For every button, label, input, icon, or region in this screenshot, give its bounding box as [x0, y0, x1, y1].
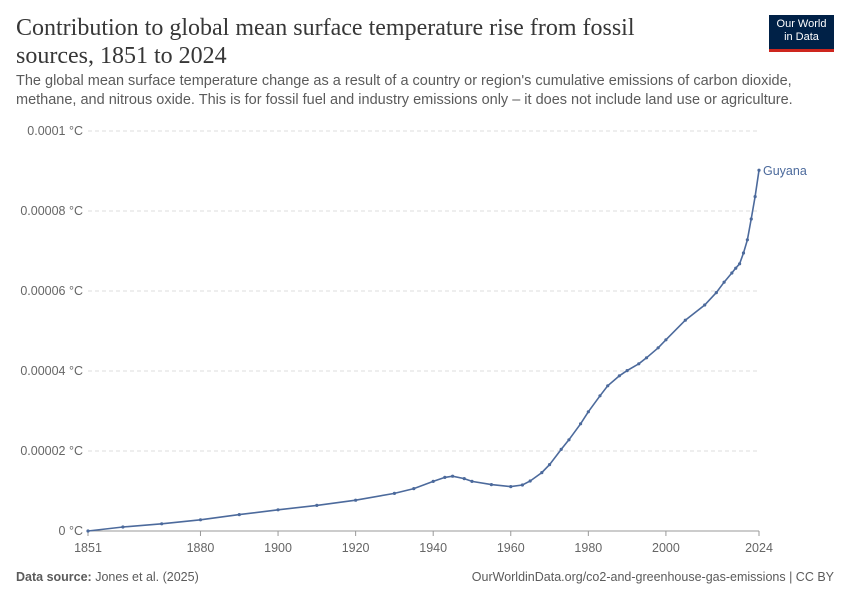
y-tick-label: 0.00008 °C — [20, 204, 83, 218]
x-tick-label: 1880 — [187, 541, 215, 555]
data-point — [606, 384, 610, 388]
data-source: Data source: Jones et al. (2025) — [16, 570, 199, 584]
x-tick-label: 1851 — [74, 541, 102, 555]
data-point — [625, 369, 629, 373]
logo-line-2: in Data — [784, 31, 819, 43]
data-point — [617, 374, 621, 378]
x-tick-label: 1980 — [574, 541, 602, 555]
chart-title: Contribution to global mean surface temp… — [16, 15, 635, 69]
data-point — [198, 518, 203, 522]
data-point — [753, 195, 757, 199]
data-point — [412, 487, 416, 491]
data-point — [567, 438, 571, 442]
data-point — [757, 168, 761, 172]
x-tick-label: 1920 — [342, 541, 370, 555]
data-point — [520, 483, 525, 487]
data-point — [354, 498, 358, 502]
data-point — [121, 525, 125, 529]
data-point — [730, 271, 734, 275]
data-point — [509, 485, 513, 489]
data-point — [637, 362, 641, 366]
data-point — [664, 338, 668, 342]
data-point — [656, 346, 660, 350]
y-tick-label: 0.0001 °C — [27, 124, 83, 138]
data-point — [703, 303, 707, 307]
y-tick-label: 0.00004 °C — [20, 364, 83, 378]
data-point — [540, 471, 544, 475]
data-point — [489, 483, 493, 487]
data-point — [683, 318, 687, 322]
data-point — [745, 238, 749, 242]
data-point — [160, 522, 164, 526]
data-point — [722, 280, 726, 284]
data-point — [714, 291, 718, 295]
data-point — [276, 508, 280, 512]
series-label: Guyana — [763, 164, 807, 178]
data-point — [559, 447, 563, 451]
data-source-value[interactable]: Jones et al. (2025) — [95, 570, 199, 584]
data-point — [586, 410, 590, 414]
series-line — [87, 170, 760, 532]
data-point — [749, 217, 753, 221]
data-point — [547, 463, 552, 467]
footer-url[interactable]: OurWorldinData.org/co2-and-greenhouse-ga… — [471, 570, 834, 584]
data-point — [734, 266, 738, 270]
data-point — [86, 529, 90, 533]
chart-subtitle: The global mean surface temperature chan… — [16, 73, 793, 108]
data-point — [598, 394, 602, 398]
x-tick-label: 1940 — [419, 541, 447, 555]
data-point — [443, 475, 447, 479]
data-point — [237, 513, 241, 517]
data-point — [450, 474, 455, 478]
data-point — [578, 422, 583, 426]
x-tick-label: 1960 — [497, 541, 525, 555]
data-point — [431, 479, 435, 483]
data-point — [462, 477, 466, 481]
y-tick-label: 0.00002 °C — [20, 444, 83, 458]
x-tick-label: 2024 — [745, 541, 773, 555]
y-tick-label: 0 °C — [59, 524, 83, 538]
data-point — [738, 262, 742, 266]
data-point — [392, 491, 397, 495]
data-point — [644, 356, 649, 360]
data-point — [470, 479, 474, 483]
data-point — [741, 251, 746, 255]
x-tick-label: 1900 — [264, 541, 292, 555]
data-point — [315, 503, 319, 507]
y-tick-label: 0.00006 °C — [20, 284, 83, 298]
owid-logo[interactable]: Our World in Data — [769, 15, 834, 52]
data-source-label: Data source: — [16, 570, 92, 584]
logo-line-1: Our World — [776, 18, 827, 30]
data-point — [528, 479, 532, 483]
x-tick-label: 2000 — [652, 541, 680, 555]
